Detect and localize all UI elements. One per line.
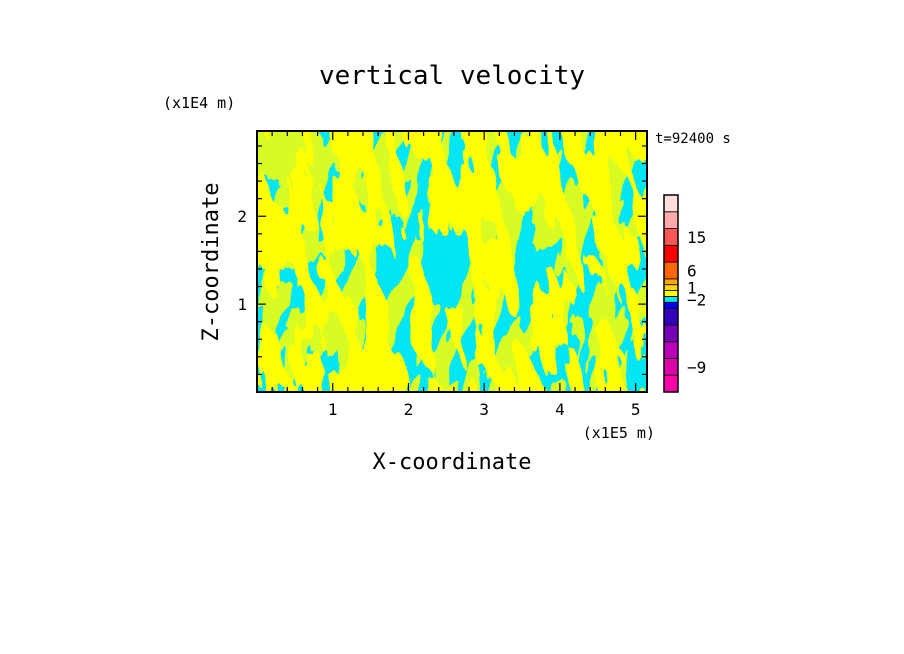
x-axis-unit: (x1E5 m) [583, 424, 655, 442]
colorbar-band [663, 374, 679, 393]
colorbar-band [663, 301, 679, 309]
colorbar-band [663, 284, 679, 291]
colorbar-band [663, 278, 679, 286]
colorbar-band [663, 341, 679, 359]
colorbar-band [663, 296, 679, 303]
colorbar-band [663, 290, 679, 297]
x-axis: 1 2 3 4 5 [271, 131, 641, 419]
heatmap-field [257, 131, 647, 392]
time-label: t=92400 s [655, 131, 731, 147]
x-tick-label: 5 [631, 400, 641, 419]
colorbar-tick-label: 15 [687, 228, 706, 247]
y-axis-label: Z-coordinate [199, 183, 224, 342]
y-tick-label: 2 [237, 207, 247, 226]
colorbar: 15 61−2 −9 [663, 194, 706, 393]
colorbar-band [663, 228, 679, 246]
x-axis-label: X-coordinate [373, 450, 532, 475]
x-tick-label: 1 [328, 400, 338, 419]
x-tick-label: 3 [479, 400, 489, 419]
colorbar-tick-label: −9 [687, 358, 706, 377]
y-axis: 12 [237, 145, 647, 376]
field-positive-regions-secondary [257, 131, 647, 392]
colorbar-band [663, 307, 679, 326]
colorbar-band [663, 194, 679, 213]
chart-title: vertical velocity [319, 61, 585, 91]
colorbar-frame [663, 194, 679, 393]
y-axis-unit: (x1E4 m) [163, 94, 235, 112]
colorbar-band [663, 211, 679, 229]
colorbar-band [663, 244, 679, 263]
colorbar-tick-label: −2 [687, 290, 706, 309]
plot-frame [256, 130, 648, 393]
colorbar-band [663, 358, 679, 376]
colorbar-band [663, 261, 679, 280]
x-tick-label: 2 [404, 400, 414, 419]
y-tick-label: 1 [237, 295, 247, 314]
x-tick-label: 4 [555, 400, 565, 419]
colorbar-band [663, 324, 679, 343]
colorbar-tick-label: 6 [687, 261, 697, 280]
colorbar-tick-label: 1 [687, 279, 697, 298]
